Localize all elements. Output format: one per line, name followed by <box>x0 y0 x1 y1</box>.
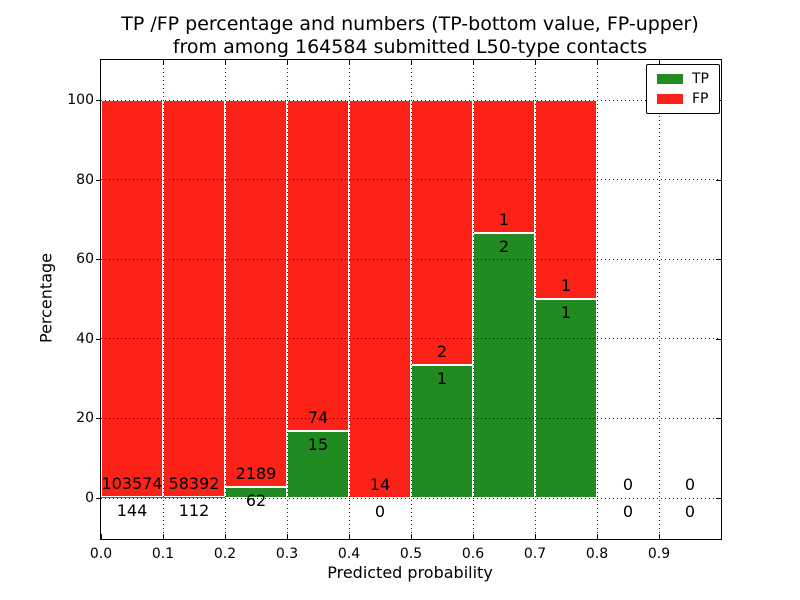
bar-segment-tp <box>411 365 473 498</box>
plot-area: 103574 144 58392 112 2189 62 74 15 14 0 2 1 1 2 1 1 0 0 0 0… <box>67 59 722 562</box>
y-tick-mark-right <box>716 418 721 420</box>
fp-count-label: 2 <box>436 342 448 362</box>
legend: TP FP <box>646 64 720 114</box>
x-tick-label: 0.2 <box>213 546 237 562</box>
x-tick-label: 0.6 <box>461 546 485 562</box>
tp-count-label: 0 <box>374 502 386 521</box>
bar-segment-tp <box>101 497 163 498</box>
x-tick-mark-top <box>411 60 412 65</box>
y-tick-mark-right <box>716 338 721 340</box>
x-tick-mark <box>287 534 288 539</box>
y-tick-label: 80 <box>76 171 94 188</box>
x-tick-label: 0.4 <box>337 546 361 562</box>
tp-count-label: 0 <box>622 502 634 521</box>
x-tick-mark-top <box>225 60 226 65</box>
y-tick-label: 60 <box>76 251 94 268</box>
chart-title-line1: TP /FP percentage and numbers (TP-bottom… <box>121 13 699 35</box>
tp-count-label: 1 <box>436 369 448 389</box>
x-tick-mark <box>597 534 598 539</box>
legend-label-fp: FP <box>692 91 709 107</box>
bar-segment-tp <box>163 497 225 498</box>
y-tick-mark <box>96 338 101 340</box>
y-tick-mark <box>96 498 101 499</box>
chart-title-line2: from among 164584 submitted L50-type con… <box>172 36 648 58</box>
y-tick-label: 20 <box>76 410 94 427</box>
fp-count-label: 2189 <box>235 464 277 484</box>
x-tick-mark-top <box>535 60 536 65</box>
x-tick-label: 0.7 <box>523 546 547 562</box>
fp-count-label: 14 <box>369 475 391 494</box>
x-tick-mark <box>101 534 102 539</box>
chart-title: TP /FP percentage and numbers (TP-bottom… <box>100 13 720 59</box>
legend-item-tp: TP <box>657 72 709 86</box>
y-tick-mark <box>96 418 101 420</box>
fp-color-swatch <box>657 94 683 104</box>
fp-count-label: 58392 <box>168 474 220 494</box>
x-tick-label: 0.9 <box>647 546 671 562</box>
y-tick-mark-right <box>716 498 721 499</box>
y-tick-mark-right <box>716 179 721 181</box>
bar-segment-fp <box>225 100 287 488</box>
tp-count-label: 112 <box>178 501 210 521</box>
tp-count-label: 1 <box>560 303 572 322</box>
x-gridline <box>597 60 598 539</box>
tp-count-label: 15 <box>307 434 329 454</box>
x-tick-label: 0.5 <box>399 546 423 562</box>
y-tick-label: 100 <box>67 92 94 108</box>
bar-segment-fp <box>535 100 597 299</box>
x-tick-label: 0.1 <box>151 546 175 562</box>
fp-count-label: 74 <box>307 407 329 427</box>
fp-count-label: 1 <box>560 276 572 295</box>
x-tick-mark <box>225 534 226 539</box>
y-tick-mark <box>96 179 101 181</box>
x-tick-mark <box>535 534 536 539</box>
bar-segment-fp <box>101 100 163 498</box>
y-tick-mark <box>96 100 101 101</box>
fp-count-label: 103574 <box>101 474 163 494</box>
tp-count-label: 144 <box>116 501 148 521</box>
x-tick-mark <box>349 534 350 539</box>
x-axis-label: Predicted probability <box>327 563 493 582</box>
x-tick-mark <box>411 534 412 539</box>
fp-count-label: 1 <box>498 209 510 229</box>
y-tick-mark-right <box>716 259 721 261</box>
x-tick-mark <box>473 534 474 539</box>
tp-count-label: 62 <box>245 491 267 511</box>
x-tick-mark <box>659 534 660 539</box>
x-gridline <box>659 60 660 539</box>
x-tick-label: 0.3 <box>275 546 299 562</box>
bar-segment-fp <box>473 100 535 233</box>
fp-count-label: 0 <box>684 475 696 494</box>
bar-segment-tp <box>535 299 597 498</box>
x-tick-mark-top <box>287 60 288 65</box>
bar-segment-fp <box>287 100 349 431</box>
bar-segment-fp <box>349 100 411 498</box>
tp-color-swatch <box>657 74 683 84</box>
x-tick-mark-top <box>349 60 350 65</box>
tp-count-label: 2 <box>498 236 510 256</box>
bar-segment-fp <box>163 100 225 498</box>
tp-count-label: 0 <box>684 502 696 521</box>
y-tick-label: 0 <box>85 490 94 506</box>
x-tick-label: 0.8 <box>585 546 609 562</box>
x-tick-mark-top <box>473 60 474 65</box>
legend-item-fp: FP <box>657 92 709 106</box>
x-tick-mark <box>163 534 164 539</box>
x-tick-label: 0.0 <box>89 546 113 562</box>
x-tick-mark-top <box>163 60 164 65</box>
bar-segment-tp <box>473 232 535 498</box>
x-tick-mark-top <box>597 60 598 65</box>
fp-count-label: 0 <box>622 475 634 494</box>
bar-segment-fp <box>411 100 473 366</box>
legend-label-tp: TP <box>692 71 709 87</box>
y-tick-mark <box>96 259 101 261</box>
y-tick-label: 40 <box>76 330 94 347</box>
